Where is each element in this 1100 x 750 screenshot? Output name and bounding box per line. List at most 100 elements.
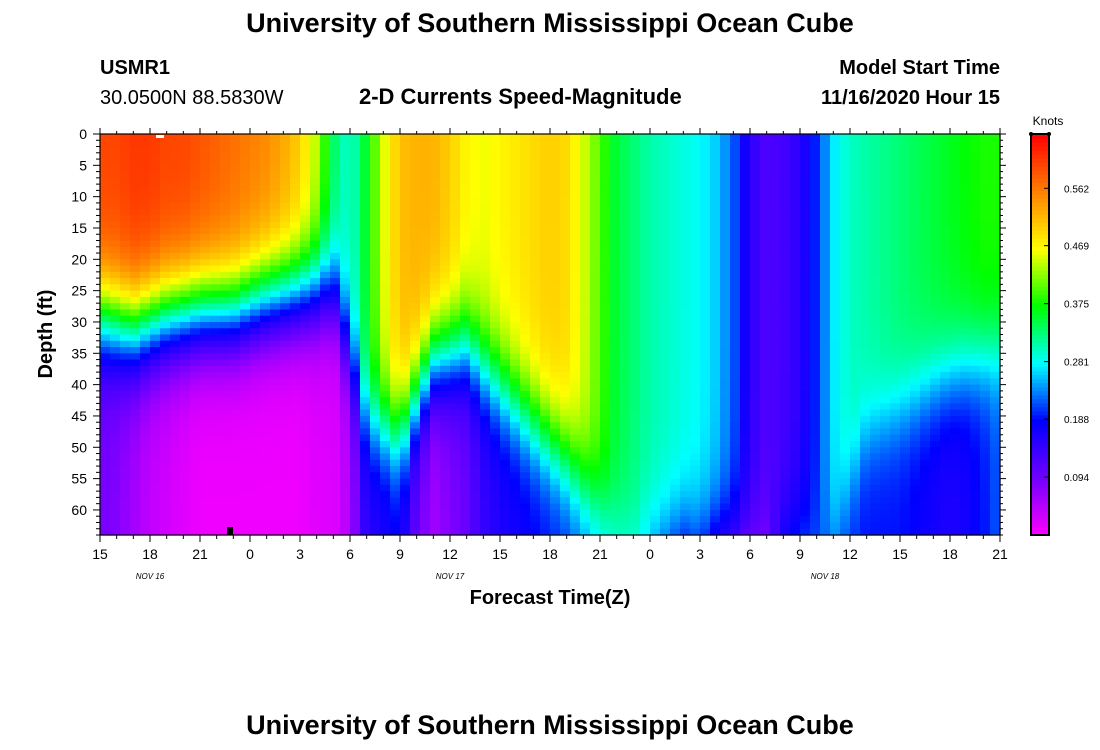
heat-cell	[560, 253, 571, 260]
heat-cell	[270, 134, 281, 141]
heat-cell	[650, 234, 661, 242]
heat-cell	[410, 278, 421, 285]
heat-cell	[570, 528, 581, 536]
heat-cell	[300, 459, 311, 467]
heat-cell	[370, 315, 381, 323]
heat-cell	[240, 165, 251, 173]
heat-cell	[690, 196, 701, 204]
heat-cell	[760, 491, 771, 499]
heat-cell	[640, 309, 651, 317]
heat-cell	[670, 240, 681, 248]
heat-cell	[390, 497, 401, 505]
heat-cell	[390, 509, 401, 517]
heat-cell	[450, 290, 461, 298]
heat-cell	[210, 509, 221, 517]
heat-cell	[710, 372, 721, 379]
heat-cell	[350, 397, 361, 405]
heat-cell	[360, 290, 371, 298]
heat-cell	[490, 146, 501, 154]
heat-cell	[600, 259, 611, 267]
heat-cell	[730, 516, 741, 524]
heat-cell	[300, 202, 311, 210]
heat-cell	[470, 516, 481, 524]
heat-cell	[520, 215, 531, 223]
heat-cell	[120, 265, 131, 273]
heat-cell	[520, 378, 531, 386]
heat-cell	[300, 284, 311, 292]
heat-cell	[310, 390, 321, 398]
heat-cell	[570, 159, 581, 166]
heat-cell	[800, 152, 811, 160]
heat-cell	[810, 441, 821, 448]
heat-cell	[140, 146, 151, 154]
heat-cell	[630, 321, 641, 329]
heat-cell	[220, 434, 231, 442]
heat-cell	[830, 234, 841, 242]
heat-cell	[150, 221, 161, 229]
heat-cell	[630, 466, 641, 473]
heat-cell	[470, 328, 481, 336]
heat-cell	[320, 365, 331, 373]
heat-cell	[640, 234, 651, 242]
heat-cell	[820, 271, 831, 279]
heat-cell	[450, 303, 461, 311]
heat-cell	[520, 290, 531, 298]
heat-cell	[340, 372, 351, 379]
heat-cell	[460, 265, 471, 273]
heat-cell	[190, 152, 201, 160]
heat-cell	[780, 503, 791, 511]
heat-cell	[360, 171, 371, 179]
heat-cell	[530, 171, 541, 179]
heat-cell	[210, 441, 221, 448]
heat-cell	[710, 453, 721, 461]
heat-cell	[550, 215, 561, 223]
heat-cell	[340, 309, 351, 317]
heat-cell	[100, 390, 111, 398]
heat-cell	[520, 146, 531, 154]
heat-cell	[450, 334, 461, 342]
heat-cell	[490, 384, 501, 392]
heat-cell	[510, 478, 521, 486]
heat-cell	[780, 303, 791, 311]
heat-cell	[430, 240, 441, 248]
heat-cell	[430, 522, 441, 530]
heat-cell	[410, 253, 421, 260]
heat-cell	[160, 184, 171, 191]
heat-cell	[110, 491, 121, 499]
heat-cell	[170, 303, 181, 311]
heat-cell	[400, 497, 411, 505]
heat-cell	[220, 478, 231, 486]
heat-cell	[500, 340, 511, 348]
heat-cell	[250, 403, 261, 411]
heat-cell	[490, 196, 501, 204]
heat-cell	[850, 309, 861, 317]
heat-cell	[630, 484, 641, 492]
heat-cell	[350, 234, 361, 242]
heat-cell	[460, 202, 471, 210]
heat-cell	[830, 196, 841, 204]
heat-cell	[450, 315, 461, 323]
heat-cell	[400, 491, 411, 499]
heat-cell	[860, 159, 871, 166]
heat-cell	[330, 159, 341, 166]
heat-cell	[260, 347, 271, 354]
heat-cell	[320, 497, 331, 505]
heat-cell	[110, 152, 121, 160]
heat-cell	[300, 503, 311, 511]
heat-cell	[710, 134, 721, 141]
heat-cell	[460, 171, 471, 179]
heat-cell	[140, 140, 151, 148]
heat-cell	[700, 177, 711, 185]
heat-cell	[790, 253, 801, 260]
heat-cell	[790, 278, 801, 285]
heat-cell	[180, 259, 191, 267]
heat-cell	[650, 353, 661, 361]
heat-cell	[180, 278, 191, 285]
heat-cell	[170, 146, 181, 154]
heat-cell	[250, 378, 261, 386]
heat-cell	[100, 165, 111, 173]
heat-cell	[750, 509, 761, 517]
heat-cell	[740, 372, 751, 379]
heat-cell	[710, 209, 721, 217]
heat-cell	[300, 171, 311, 179]
